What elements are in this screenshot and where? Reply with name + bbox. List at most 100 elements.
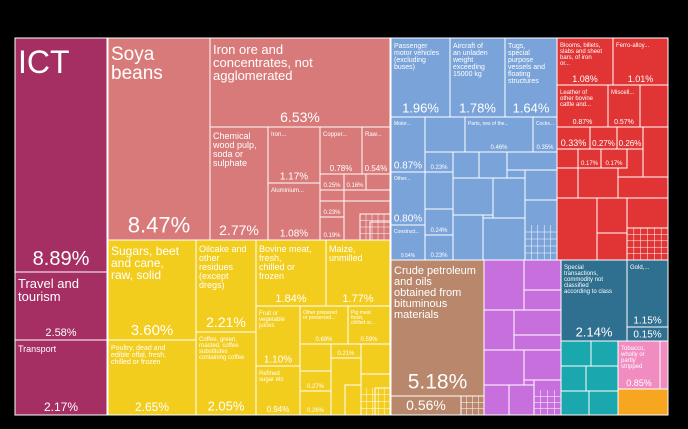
tile-rect[interactable] bbox=[195, 239, 257, 333]
tile-coffee-green-roasted-coffee-substitutes-[interactable]: Coffee, green,roasted, coffeesubstitutes… bbox=[195, 331, 257, 416]
tile-rect[interactable] bbox=[107, 339, 197, 416]
tile-rect[interactable] bbox=[299, 390, 332, 416]
tile-other[interactable]: Other... 0.80% bbox=[390, 171, 426, 226]
tile-rect[interactable] bbox=[267, 182, 321, 241]
tile-rect[interactable] bbox=[390, 395, 462, 416]
tile-0-27[interactable]: 0.27% bbox=[589, 126, 618, 150]
tile-rect[interactable] bbox=[390, 259, 485, 397]
tile-0-56[interactable]: 0.56% bbox=[390, 395, 462, 416]
tile-rect[interactable] bbox=[319, 126, 363, 175]
tile-gold[interactable]: Gold,... 1.15% bbox=[626, 259, 669, 328]
tile-maize-unmilled[interactable]: Maize,unmilled 1.77% bbox=[325, 239, 391, 307]
tile-motor[interactable]: Motor... 0.87% bbox=[390, 116, 426, 173]
tile-rect[interactable] bbox=[209, 37, 391, 128]
tile-rect[interactable] bbox=[255, 305, 301, 367]
tile-rect[interactable] bbox=[195, 331, 257, 416]
tile-rect[interactable] bbox=[424, 234, 454, 261]
tile-rect[interactable] bbox=[390, 224, 426, 261]
tile-rect[interactable] bbox=[343, 173, 367, 191]
tile-rect[interactable] bbox=[107, 37, 211, 241]
tile-rect[interactable] bbox=[390, 116, 426, 173]
tile-value-label: 0.57% bbox=[614, 119, 634, 126]
tile-rect[interactable] bbox=[556, 84, 609, 128]
tile-0-21[interactable]: 0.21% bbox=[330, 343, 362, 359]
tile-rect[interactable] bbox=[607, 84, 641, 128]
tile-0-19[interactable]: 0.19% bbox=[319, 216, 345, 241]
tile-rect[interactable] bbox=[255, 239, 327, 307]
tile-rect[interactable] bbox=[449, 37, 506, 118]
tile-copper[interactable]: Copper... 0.78% bbox=[319, 126, 363, 175]
tile-0-17[interactable]: 0.17% bbox=[577, 148, 602, 169]
tile-miscell[interactable]: Miscell... 0.57% bbox=[607, 84, 641, 128]
tile-0-26[interactable]: 0.26% bbox=[299, 390, 332, 416]
tile-rect[interactable] bbox=[617, 340, 661, 390]
tile-rect[interactable] bbox=[600, 148, 628, 169]
tile-rect[interactable] bbox=[556, 37, 614, 86]
tile-iron[interactable]: Iron... 1.17% bbox=[267, 126, 321, 184]
tile-0-24[interactable]: 0.24% bbox=[424, 208, 454, 236]
tile-aluminium[interactable]: Aluminium... 1.08% bbox=[267, 182, 321, 241]
tile-raw[interactable]: Raw... 0.54% bbox=[361, 126, 391, 175]
tile-rect[interactable] bbox=[347, 305, 391, 345]
tile-parts-nes-of-the[interactable]: Parts, nes of the... 0.46% bbox=[464, 116, 534, 153]
tile-rect[interactable] bbox=[14, 37, 108, 273]
tile-rect[interactable] bbox=[330, 343, 362, 359]
tile-rect[interactable] bbox=[107, 239, 197, 341]
tile-0-16[interactable]: 0.16% bbox=[343, 173, 367, 191]
tile-transport[interactable]: Transport 2.17% bbox=[14, 339, 108, 416]
tile-0-23[interactable]: 0.23% bbox=[424, 151, 454, 173]
tile-rect[interactable] bbox=[390, 171, 426, 226]
tile-rect[interactable] bbox=[267, 126, 321, 184]
tile-0-27[interactable]: 0.27% bbox=[299, 370, 332, 392]
tile-rect[interactable] bbox=[299, 305, 349, 345]
tile-name-label: or preserved... bbox=[303, 315, 335, 321]
tile-rect[interactable] bbox=[14, 339, 108, 416]
tile-value-label: 0.80% bbox=[394, 214, 422, 225]
tile-rect[interactable] bbox=[560, 259, 628, 342]
tile-0-26[interactable]: 0.26% bbox=[616, 126, 644, 150]
tile-0-17[interactable]: 0.17% bbox=[600, 148, 628, 169]
tile-rect[interactable] bbox=[424, 151, 454, 173]
tile-rect[interactable] bbox=[361, 126, 391, 175]
tile-rect[interactable] bbox=[209, 126, 269, 241]
tile-rect[interactable] bbox=[626, 259, 669, 328]
tile-rect[interactable] bbox=[390, 37, 451, 118]
tile-ict[interactable]: ICT 8.89% bbox=[14, 37, 108, 273]
tile-name-label: Miscell... bbox=[611, 90, 635, 96]
tile-rect[interactable] bbox=[464, 116, 534, 153]
tile-rect[interactable] bbox=[532, 116, 558, 153]
tile-rect[interactable] bbox=[612, 37, 669, 86]
tile-0-25[interactable]: 0.25% bbox=[319, 173, 345, 191]
tile-ferro-alloy[interactable]: Ferro-alloy... 1.01% bbox=[612, 37, 669, 86]
tile-rect[interactable] bbox=[616, 126, 644, 150]
tile-rect[interactable] bbox=[255, 365, 301, 416]
tile-name-label: Construct... bbox=[394, 229, 420, 235]
tile-0-33[interactable]: 0.33% bbox=[556, 126, 591, 150]
tile-name-label: (excluding bbox=[394, 57, 426, 64]
tile-0-23[interactable]: 0.23% bbox=[319, 200, 345, 218]
tile-0-15[interactable]: 0.15% bbox=[626, 326, 669, 342]
tile-construct[interactable]: Construct... 0.54% bbox=[390, 224, 426, 261]
tile-cocks[interactable]: Cocks... 0.35% bbox=[532, 116, 558, 153]
tile-0-23[interactable]: 0.23% bbox=[424, 234, 454, 261]
